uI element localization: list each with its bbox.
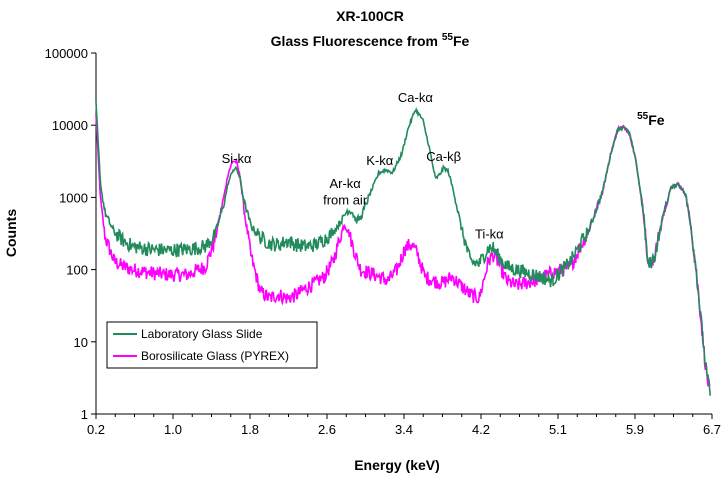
x-tick-label: 5.1 bbox=[549, 422, 567, 437]
x-tick-label: 5.9 bbox=[626, 422, 644, 437]
peak-annotation: Ti-kα bbox=[475, 226, 504, 241]
peak-annotation: Ca-kα bbox=[398, 90, 433, 105]
legend-label-pyrex: Borosilicate Glass (PYREX) bbox=[141, 349, 289, 363]
y-tick-label: 10 bbox=[74, 335, 88, 350]
y-tick-label: 100 bbox=[66, 263, 88, 278]
legend-label-lab-glass: Laboratory Glass Slide bbox=[141, 327, 263, 341]
x-tick-label: 2.6 bbox=[318, 422, 336, 437]
y-tick-label: 100000 bbox=[45, 46, 88, 61]
chart-title: XR-100CR bbox=[336, 8, 404, 24]
peak-annotation: Si-kα bbox=[222, 151, 252, 166]
x-tick-label: 4.2 bbox=[472, 422, 490, 437]
x-tick-label: 1.0 bbox=[164, 422, 182, 437]
y-tick-label: 10000 bbox=[52, 118, 88, 133]
y-tick-label: 1 bbox=[81, 407, 88, 422]
x-tick-label: 0.2 bbox=[87, 422, 105, 437]
x-axis-title: Energy (keV) bbox=[354, 457, 440, 473]
peak-annotation: 55Fe bbox=[637, 111, 665, 128]
x-axis: 0.2 1.0 1.8 2.6 3.4 4.2 5.1 5.9 6.7 bbox=[87, 414, 721, 437]
x-tick-label: 1.8 bbox=[241, 422, 259, 437]
y-axis-title: Counts bbox=[3, 209, 19, 257]
y-axis: 1 10 100 1000 10000 100000 bbox=[45, 46, 96, 422]
peak-annotation: K-kα bbox=[366, 153, 394, 168]
series-line-lab-glass bbox=[95, 101, 711, 396]
peak-annotation: Ar-kα bbox=[329, 176, 361, 191]
legend: Laboratory Glass Slide Borosilicate Glas… bbox=[106, 321, 318, 369]
peak-annotation: from air bbox=[323, 192, 368, 207]
x-tick-label: 6.7 bbox=[703, 422, 721, 437]
peak-annotation: Ca-kβ bbox=[426, 149, 461, 164]
series-layer bbox=[95, 101, 711, 396]
y-tick-label: 1000 bbox=[59, 190, 88, 205]
x-tick-label: 3.4 bbox=[395, 422, 413, 437]
legend-box bbox=[106, 321, 318, 369]
chart-subtitle: Glass Fluorescence from 55Fe bbox=[271, 32, 470, 49]
